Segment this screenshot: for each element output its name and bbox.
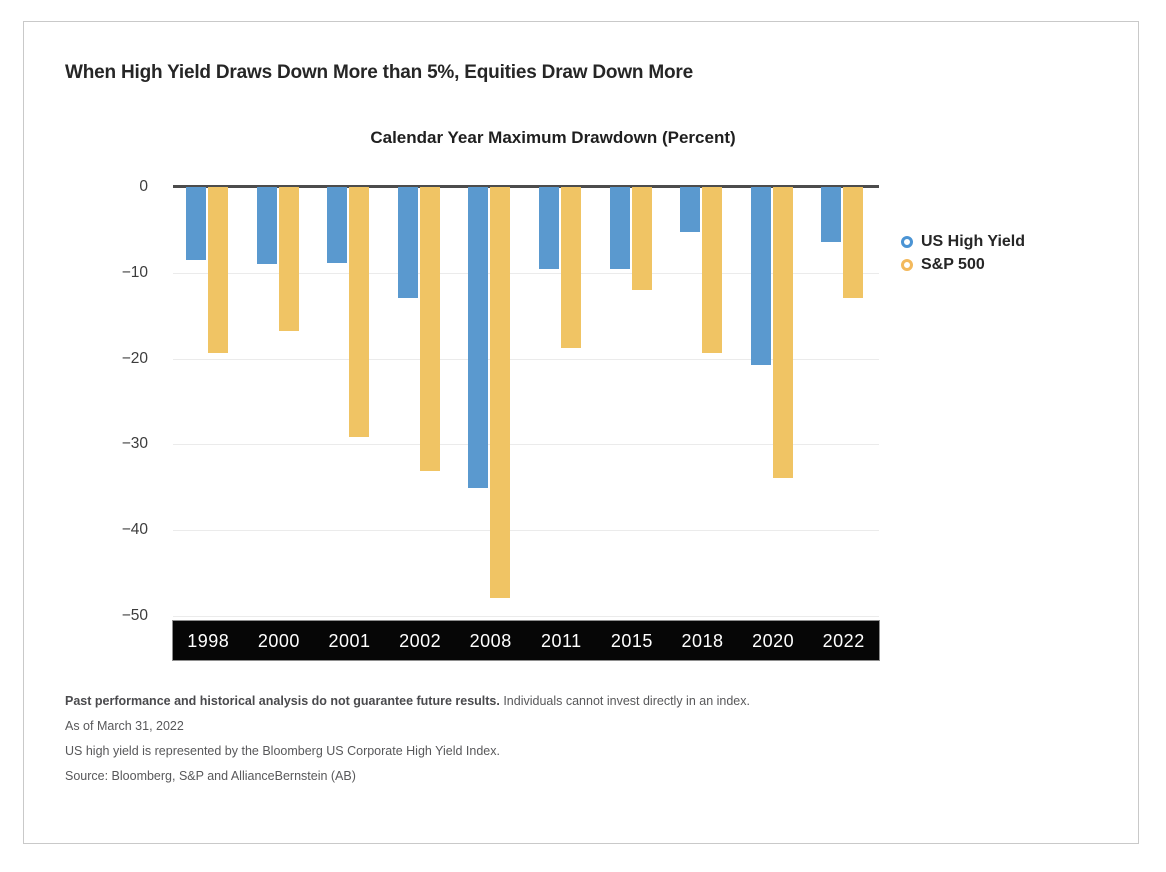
legend-ring-icon <box>901 258 913 271</box>
gridline--30 <box>173 444 879 446</box>
x-tick-label-2001: 2001 <box>328 631 371 651</box>
plot-area: 0 −10 −20 −30 −40 −50 <box>122 178 879 624</box>
x-tick-label-2022: 2022 <box>822 631 865 651</box>
legend-item-sp-500: S&P 500 <box>901 255 1025 274</box>
disclaimer-bold-text: Past performance and historical analysis… <box>65 694 500 708</box>
x-tick-label-2008: 2008 <box>469 631 512 651</box>
bar-s-p-500-2001 <box>349 187 370 437</box>
legend-item-us-high-yield: US High Yield <box>901 232 1025 251</box>
legend: US High Yield S&P 500 <box>901 232 1025 278</box>
chart-card: When High Yield Draws Down More than 5%,… <box>23 21 1139 844</box>
x-axis-band: 1998 2000 2001 2002 2008 2011 2015 2018 2020 2022 <box>172 620 880 661</box>
source-line: Source: Bloomberg, S&P and AllianceBerns… <box>65 769 356 783</box>
bar-us-high-yield-2022 <box>821 187 842 242</box>
y-tick-label-0: 0 <box>139 178 148 195</box>
bar-s-p-500-2011 <box>561 187 581 349</box>
y-tick-label--40: −40 <box>121 521 148 539</box>
x-tick-label-2015: 2015 <box>610 631 653 651</box>
x-tick-label-2011: 2011 <box>540 631 582 651</box>
legend-label: S&P 500 <box>921 255 985 273</box>
y-tick-label--30: −30 <box>121 435 148 453</box>
bar-s-p-500-2000 <box>278 187 299 332</box>
bar-us-high-yield-2008 <box>468 187 489 489</box>
gridline--20 <box>173 358 879 360</box>
bar-s-p-500-2008 <box>490 187 511 598</box>
bar-us-high-yield-2002 <box>397 187 418 298</box>
bar-us-high-yield-2018 <box>680 187 701 233</box>
x-tick-label-2018: 2018 <box>681 631 724 651</box>
bar-s-p-500-2020 <box>772 187 793 478</box>
x-axis-zero-line <box>173 185 879 188</box>
disclaimer-line: Past performance and historical analysis… <box>65 694 750 709</box>
y-tick-label--10: −10 <box>121 263 148 281</box>
footnotes: Past performance and historical analysis… <box>65 694 750 794</box>
x-tick-label-2000: 2000 <box>257 631 300 651</box>
gridline--50 <box>173 616 879 617</box>
x-tick-label-2002: 2002 <box>399 631 442 651</box>
disclaimer-rest-text: Individuals cannot invest directly in an… <box>499 694 750 708</box>
bar-us-high-yield-1998 <box>186 187 206 260</box>
x-tick-label-2020: 2020 <box>752 631 795 651</box>
bar-us-high-yield-2015 <box>609 187 630 269</box>
y-tick-label--50: −50 <box>121 607 148 624</box>
bar-us-high-yield-2011 <box>539 187 559 269</box>
legend-label: US High Yield <box>921 232 1026 250</box>
bar-us-high-yield-2020 <box>750 187 771 366</box>
bar-s-p-500-2022 <box>843 187 864 298</box>
index-definition: US high yield is represented by the Bloo… <box>65 744 500 758</box>
legend-ring-icon <box>901 235 913 248</box>
gridline--10 <box>173 272 879 274</box>
page-title: When High Yield Draws Down More than 5%,… <box>65 62 693 83</box>
bar-s-p-500-2002 <box>419 187 440 471</box>
bar-s-p-500-2015 <box>631 187 652 290</box>
bar-s-p-500-2018 <box>702 187 723 354</box>
y-tick-label--20: −20 <box>121 349 148 367</box>
chart-subtitle: Calendar Year Maximum Drawdown (Percent) <box>370 128 736 147</box>
as-of-date: As of March 31, 2022 <box>65 719 184 733</box>
x-tick-label-1998: 1998 <box>187 631 230 651</box>
gridline--40 <box>173 530 879 532</box>
bar-s-p-500-1998 <box>208 187 228 353</box>
bar-us-high-yield-2001 <box>327 187 348 264</box>
bar-us-high-yield-2000 <box>256 187 277 265</box>
